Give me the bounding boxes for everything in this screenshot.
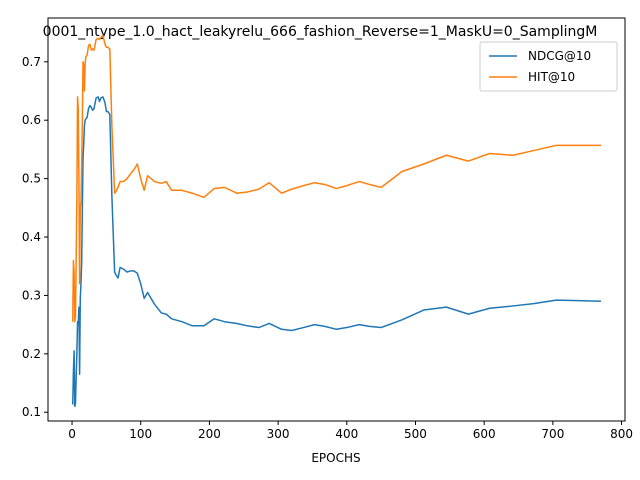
y-tick-label: 0.2 [22, 347, 41, 361]
y-tick-label: 0.6 [22, 113, 41, 127]
x-tick-label: 400 [335, 427, 358, 441]
y-tick-label: 0.5 [22, 172, 41, 186]
series-line-ndcg [71, 96, 601, 408]
x-axis-label: EPOCHS [311, 451, 360, 465]
x-tick-label: 500 [404, 427, 427, 441]
y-tick-label: 0.4 [22, 230, 41, 244]
x-tick-label: 700 [541, 427, 564, 441]
x-axis: 0 100 200 300 400 500 600 700 800 [68, 421, 633, 441]
x-tick-label: 100 [129, 427, 152, 441]
x-tick-label: 200 [198, 427, 221, 441]
plot-lines [71, 34, 601, 408]
chart-title: 0001_ntype_1.0_hact_leakyrelu_666_fashio… [43, 24, 598, 40]
y-tick-label: 0.3 [22, 288, 41, 302]
legend-label-ndcg: NDCG@10 [528, 49, 591, 63]
x-tick-label: 800 [610, 427, 633, 441]
y-tick-label: 0.1 [22, 405, 41, 419]
legend-box [479, 41, 618, 92]
x-tick-label: 300 [267, 427, 290, 441]
legend: NDCG@10 HIT@10 [479, 41, 618, 92]
x-tick-label: 0 [68, 427, 76, 441]
y-tick-label: 0.7 [22, 55, 41, 69]
y-axis: 0.1 0.2 0.3 0.4 0.5 0.6 0.7 [22, 55, 48, 419]
plot-frame [47, 17, 626, 422]
x-tick-label: 600 [473, 427, 496, 441]
legend-label-hit: HIT@10 [528, 70, 575, 84]
series-line-hit [71, 34, 601, 323]
